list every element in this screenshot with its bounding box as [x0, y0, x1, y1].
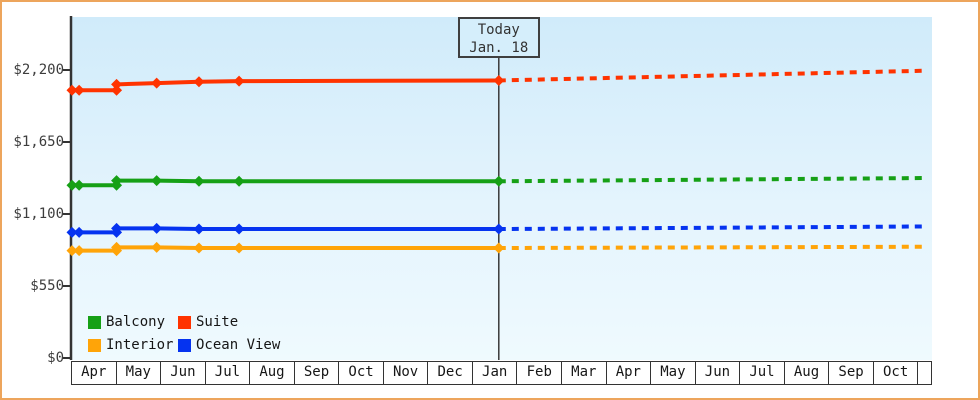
today-flag-title: Today [477, 22, 520, 38]
data-point-marker [233, 175, 245, 187]
data-point-marker [66, 226, 78, 238]
month-cell: Feb [517, 362, 563, 384]
data-point-marker [73, 245, 85, 257]
y-axis-label: $1,100 [13, 206, 64, 222]
series-solid-line [72, 178, 499, 188]
month-cell: Jul [740, 362, 785, 384]
series-dashed-line [498, 224, 928, 232]
series-solid-line [72, 78, 499, 93]
month-cell: Jul [206, 362, 251, 384]
data-point-marker [111, 241, 123, 253]
month-cell: Nov [384, 362, 429, 384]
data-point-marker [73, 179, 85, 191]
legend-swatch-icon [88, 338, 101, 352]
y-axis-label: $550 [30, 278, 64, 294]
today-flag-date: Jan. 18 [469, 40, 529, 56]
data-point-marker [493, 223, 505, 235]
month-cell: May [117, 362, 162, 384]
today-flag: Today Jan. 18 [457, 17, 540, 58]
legend-item: Balcony [88, 314, 178, 330]
data-point-marker [233, 223, 245, 235]
data-point-marker [193, 76, 205, 88]
legend: Balcony Suite Interior Ocean View [88, 314, 280, 353]
series-solid-line [72, 245, 499, 253]
data-point-marker [66, 84, 78, 96]
series-dashed-line [498, 244, 928, 251]
y-axis-label: $2,200 [13, 62, 64, 78]
data-point-marker [151, 241, 163, 253]
month-cell: Sep [829, 362, 874, 384]
data-point-marker [233, 242, 245, 254]
month-cell: Dec [428, 362, 473, 384]
data-point-marker [111, 175, 123, 187]
month-cell: Jan [473, 362, 518, 384]
data-point-marker [66, 179, 78, 191]
legend-swatch-icon [178, 338, 191, 352]
legend-label: Suite [196, 314, 239, 330]
data-point-marker [151, 222, 163, 234]
data-point-marker [73, 84, 85, 96]
data-point-marker [493, 242, 505, 254]
month-cell: Apr [72, 362, 117, 384]
month-cell: Aug [785, 362, 830, 384]
month-cell: Sep [295, 362, 340, 384]
data-point-marker [493, 175, 505, 187]
data-point-marker [193, 175, 205, 187]
data-point-marker [111, 222, 123, 234]
y-axis-label: $0 [47, 350, 64, 366]
month-cell: Oct [874, 362, 919, 384]
y-axis-label: $1,650 [13, 134, 64, 150]
legend-label: Balcony [106, 314, 166, 330]
data-point-marker [233, 75, 245, 87]
month-cell-empty [918, 362, 931, 384]
series-dashed-line [498, 68, 928, 83]
legend-item: Interior [88, 337, 178, 353]
data-point-marker [193, 223, 205, 235]
x-axis-month-band: Apr May Jun Jul Aug Sep Oct Nov Dec Jan Feb Mar Apr M… [71, 361, 932, 385]
legend-swatch-icon [88, 315, 101, 329]
data-point-marker [151, 77, 163, 89]
legend-label: Interior [106, 337, 174, 353]
legend-item: Ocean View [178, 337, 280, 353]
month-cell: Mar [562, 362, 607, 384]
data-point-marker [111, 84, 123, 96]
data-point-marker [111, 78, 123, 90]
legend-item: Suite [178, 314, 280, 330]
month-cell: Oct [339, 362, 384, 384]
month-cell: Apr [607, 362, 652, 384]
data-point-marker [493, 74, 505, 86]
legend-swatch-icon [178, 315, 191, 329]
data-point-marker [193, 242, 205, 254]
data-point-marker [151, 175, 163, 187]
data-point-marker [73, 226, 85, 238]
legend-label: Ocean View [196, 337, 281, 353]
month-cell: Jun [696, 362, 741, 384]
series-solid-line [72, 226, 499, 235]
data-point-marker [66, 245, 78, 257]
month-cell: Aug [250, 362, 295, 384]
month-cell: Jun [161, 362, 206, 384]
series-dashed-line [498, 176, 928, 184]
month-cell: May [651, 362, 696, 384]
